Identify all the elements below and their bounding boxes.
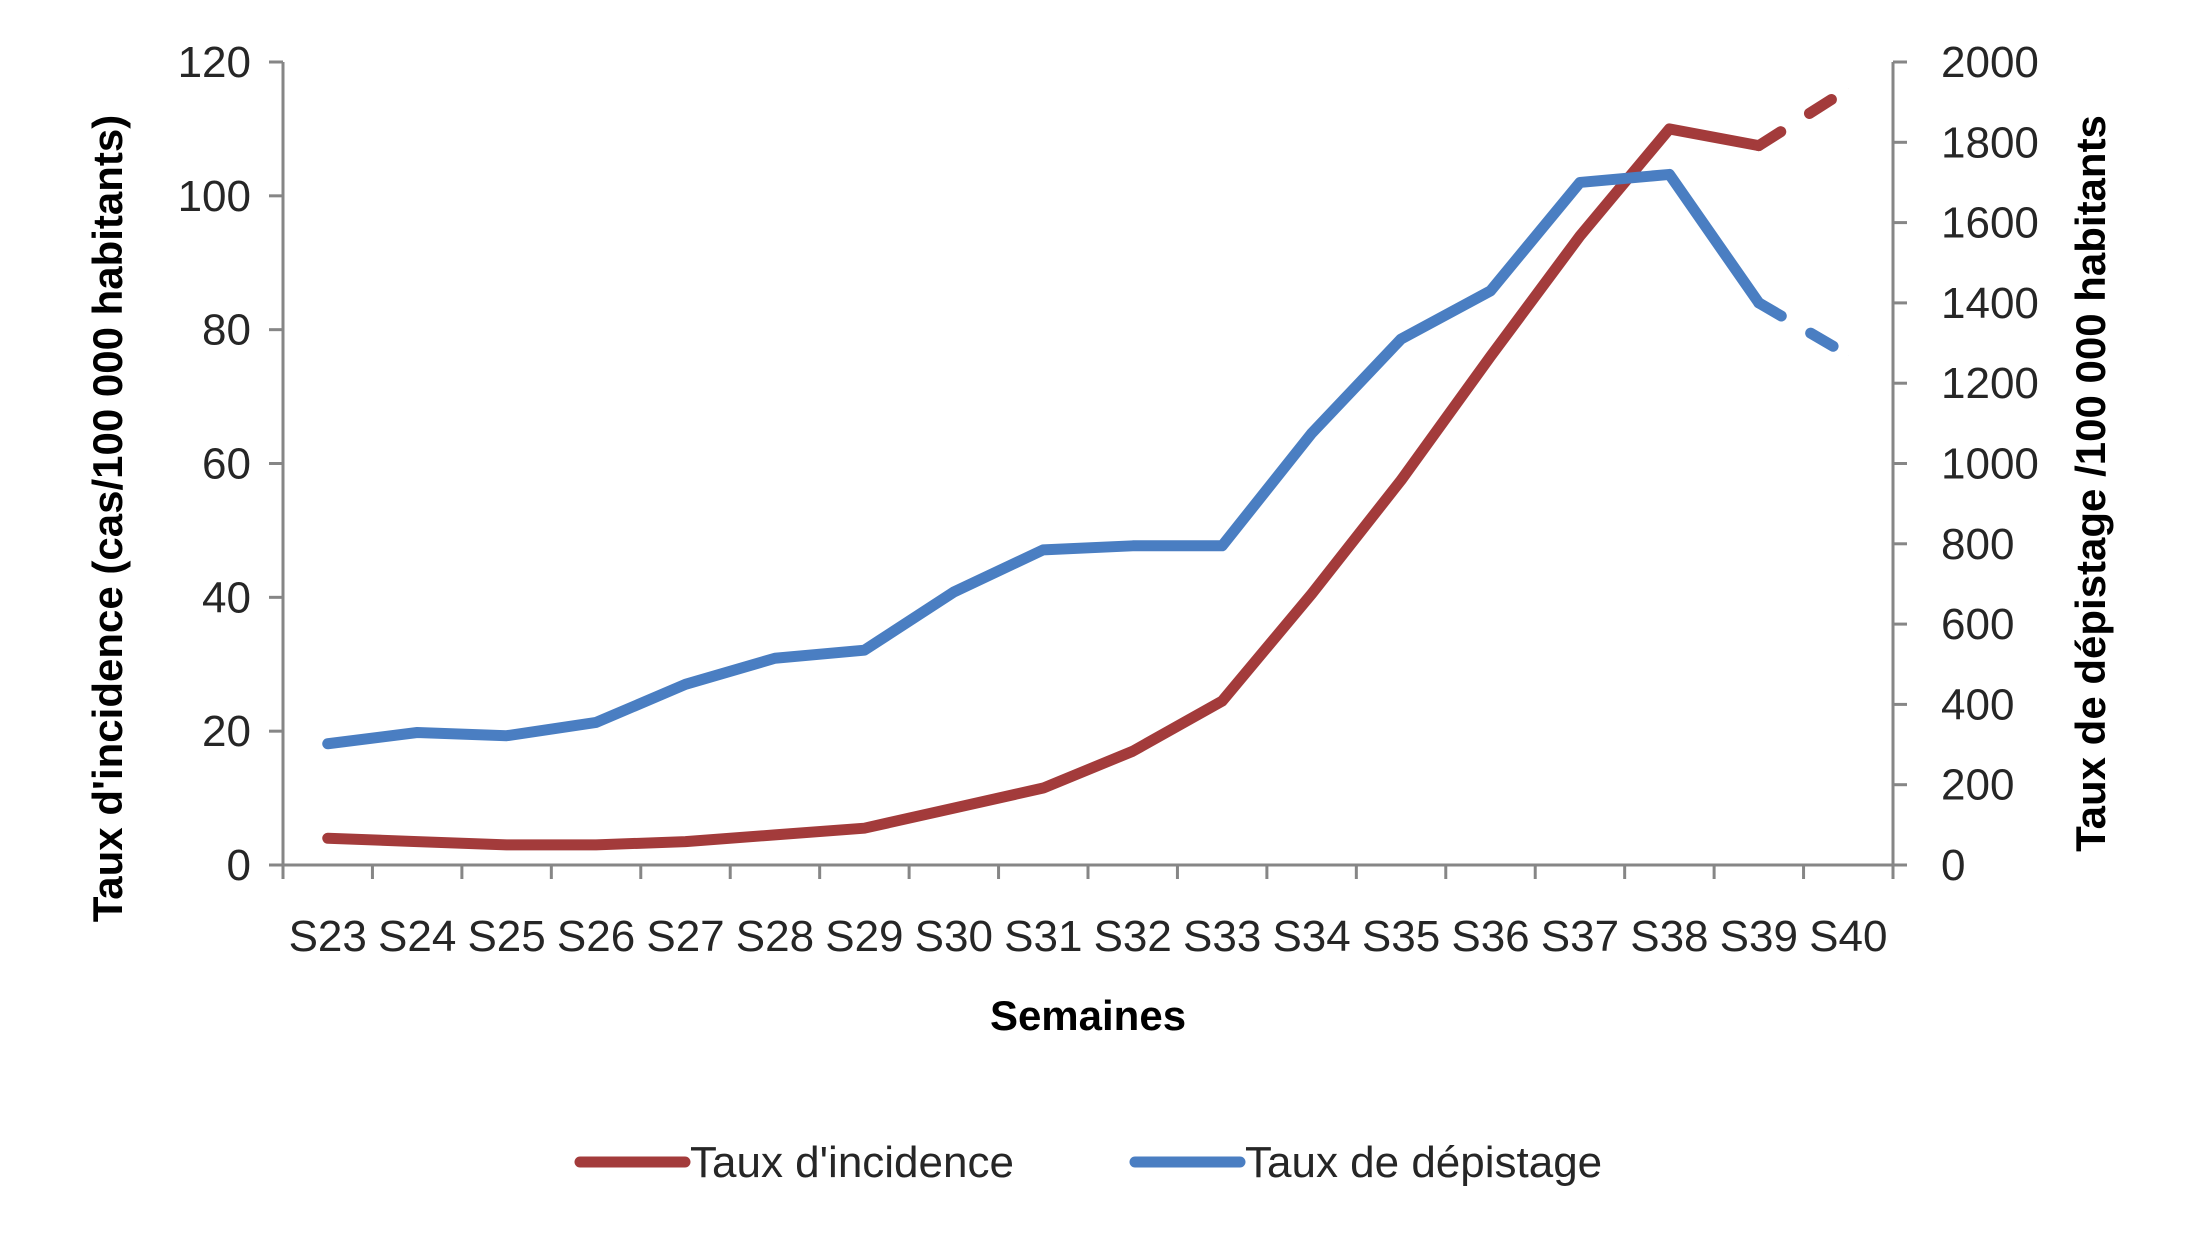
y-right-tick-label: 200 bbox=[1941, 761, 2014, 810]
y-left-tick-label: 100 bbox=[178, 172, 251, 221]
x-tick-label: S40 bbox=[1809, 912, 1887, 961]
y-right-tick-label: 800 bbox=[1941, 520, 2014, 569]
x-tick-label: S34 bbox=[1272, 912, 1350, 961]
x-tick-label: S33 bbox=[1183, 912, 1261, 961]
y-left-tick-label: 120 bbox=[178, 38, 251, 87]
y-right-tick-label: 2000 bbox=[1941, 38, 2039, 87]
axes-layer: 0204060801001200200400600800100012001400… bbox=[178, 38, 2039, 961]
x-tick-label: S29 bbox=[825, 912, 903, 961]
series-taux-depistage bbox=[322, 168, 1854, 750]
y-axis-right-title: Taux de dépistage /100 000 habitants bbox=[2067, 115, 2114, 852]
y-axis-left-title: Taux d'incidence (cas/100 000 habitants) bbox=[84, 115, 131, 923]
y-right-tick-label: 1800 bbox=[1941, 118, 2039, 167]
series-line bbox=[322, 168, 1765, 750]
series-line-projection bbox=[1753, 297, 1854, 361]
x-tick-label: S24 bbox=[378, 912, 456, 961]
x-tick-label: S27 bbox=[646, 912, 724, 961]
x-tick-label: S32 bbox=[1094, 912, 1172, 961]
y-right-tick-label: 1000 bbox=[1941, 440, 2039, 489]
y-left-tick-label: 60 bbox=[202, 440, 251, 489]
y-right-tick-label: 1600 bbox=[1941, 199, 2039, 248]
y-right-tick-label: 1200 bbox=[1941, 359, 2039, 408]
x-tick-label: S39 bbox=[1720, 912, 1798, 961]
x-tick-label: S38 bbox=[1630, 912, 1708, 961]
y-right-tick-label: 400 bbox=[1941, 680, 2014, 729]
x-tick-label: S23 bbox=[289, 912, 367, 961]
legend: Taux d'incidence Taux de dépistage bbox=[574, 1138, 1602, 1187]
y-left-tick-label: 40 bbox=[202, 573, 251, 622]
x-tick-label: S25 bbox=[467, 912, 545, 961]
x-tick-label: S30 bbox=[915, 912, 993, 961]
x-tick-label: S35 bbox=[1362, 912, 1440, 961]
legend-label: Taux d'incidence bbox=[690, 1138, 1014, 1187]
legend-item: Taux d'incidence bbox=[574, 1138, 1014, 1187]
y-left-tick-label: 20 bbox=[202, 707, 251, 756]
y-right-tick-label: 1400 bbox=[1941, 279, 2039, 328]
series-line bbox=[322, 123, 1765, 851]
series-taux-incidence bbox=[322, 83, 1854, 851]
y-left-tick-label: 80 bbox=[202, 306, 251, 355]
legend-label: Taux de dépistage bbox=[1245, 1138, 1602, 1187]
legend-item: Taux de dépistage bbox=[1129, 1138, 1602, 1187]
series-layer bbox=[322, 83, 1854, 851]
x-tick-label: S31 bbox=[1004, 912, 1082, 961]
series-line-projection bbox=[1753, 83, 1854, 152]
x-tick-label: S28 bbox=[736, 912, 814, 961]
x-tick-label: S36 bbox=[1451, 912, 1529, 961]
x-tick-label: S26 bbox=[557, 912, 635, 961]
y-left-tick-label: 0 bbox=[227, 841, 251, 890]
x-axis-title: Semaines bbox=[990, 992, 1186, 1039]
x-tick-label: S37 bbox=[1541, 912, 1619, 961]
y-right-tick-label: 0 bbox=[1941, 841, 1965, 890]
y-right-tick-label: 600 bbox=[1941, 600, 2014, 649]
